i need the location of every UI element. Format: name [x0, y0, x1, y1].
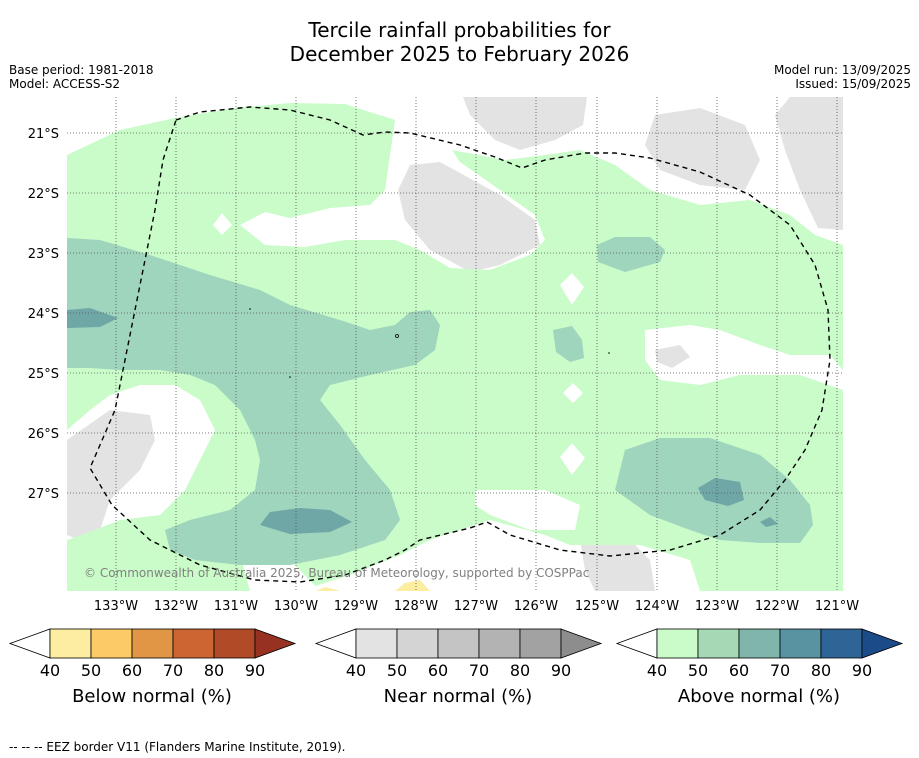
colorbar-segment: [437, 628, 480, 659]
graticule: [67, 97, 843, 591]
colorbar-segment: [738, 628, 781, 659]
colorbar-segment: [779, 628, 822, 659]
eez-border: [89, 106, 831, 583]
colorbar-extend-high: [560, 628, 603, 659]
colorbar-segment: [213, 628, 256, 659]
colorbar-tick-label: 40: [40, 661, 60, 680]
colorbar-extend-low: [615, 628, 658, 659]
lat-label: 27°S: [28, 487, 59, 502]
colorbar-label-near: Near normal (%): [383, 686, 533, 707]
colorbar-segment: [90, 628, 133, 659]
colorbar-label-above: Above normal (%): [677, 686, 841, 707]
colorbar-tick-label: 60: [122, 661, 142, 680]
map-area: [67, 97, 843, 591]
lat-label: 23°S: [28, 247, 59, 262]
base-period: Base period: 1981-2018: [9, 63, 154, 77]
lon-label: 126°W: [514, 599, 558, 614]
lon-label: 127°W: [454, 599, 498, 614]
lat-label: 22°S: [28, 187, 59, 202]
lon-label: 124°W: [635, 599, 679, 614]
colorbar-segment: [49, 628, 92, 659]
colorbar-segment: [697, 628, 740, 659]
colorbar-tick-label: 80: [510, 661, 530, 680]
model-run: Model run: 13/09/2025: [773, 63, 911, 77]
colorbar-segment: [656, 628, 699, 659]
copyright-text: © Commonwealth of Australia 2025, Bureau…: [84, 566, 589, 580]
below-normal-40-50: [316, 580, 430, 591]
colorbar-tick-label: 40: [647, 661, 667, 680]
map-title: Tercile rainfall probabilities for Decem…: [0, 18, 919, 66]
issued-date: Issued: 15/09/2025: [795, 77, 911, 91]
colorbar-segment: [131, 628, 174, 659]
lon-label: 133°W: [94, 599, 138, 614]
lat-label: 26°S: [28, 427, 59, 442]
colorbar-extend-low: [314, 628, 357, 659]
colorbar-tick-label: 90: [551, 661, 571, 680]
colorbar-segment: [355, 628, 398, 659]
colorbar-above-normal: 40 50 60 70 80 90: [615, 628, 904, 680]
colorbar-tick-label: 70: [770, 661, 790, 680]
colorbar-extend-high: [861, 628, 904, 659]
meta-left: Base period: 1981-2018 Model: ACCESS-S2: [9, 63, 154, 91]
colorbar-tick-label: 70: [163, 661, 183, 680]
colorbar-tick-label: 80: [811, 661, 831, 680]
lon-label: 123°W: [695, 599, 739, 614]
colorbar-extend-high: [254, 628, 297, 659]
colorbar-tick-label: 40: [346, 661, 366, 680]
colorbar-extend-low: [8, 628, 51, 659]
colorbar-segment: [172, 628, 215, 659]
colorbar-segment: [820, 628, 863, 659]
eez-footnote: -- -- -- EEZ border V11 (Flanders Marine…: [9, 740, 346, 754]
colorbar-below-normal: 40 50 60 70 80 90: [8, 628, 297, 680]
colorbar-segment: [519, 628, 562, 659]
colorbar-segment: [478, 628, 521, 659]
colorbar-tick-label: 60: [428, 661, 448, 680]
lon-label: 122°W: [755, 599, 799, 614]
lon-label: 132°W: [154, 599, 198, 614]
colorbar-tick-label: 70: [469, 661, 489, 680]
lon-label: 125°W: [575, 599, 619, 614]
colorbar-tick-label: 50: [688, 661, 708, 680]
colorbar-tick-label: 80: [204, 661, 224, 680]
colorbar-near-normal: 40 50 60 70 80 90: [314, 628, 603, 680]
title-line-1: Tercile rainfall probabilities for: [308, 18, 611, 42]
meta-right: Model run: 13/09/2025 Issued: 15/09/2025: [774, 63, 911, 91]
colorbar-tick-label: 60: [729, 661, 749, 680]
lat-label: 24°S: [28, 307, 59, 322]
lon-labels: 133°W 132°W 131°W 130°W 129°W 128°W 127°…: [94, 599, 859, 614]
lon-label: 131°W: [214, 599, 258, 614]
island-marks: [249, 308, 610, 378]
colorbar-tick-label: 90: [852, 661, 872, 680]
colorbar-tick-label: 90: [245, 661, 265, 680]
lat-label: 25°S: [28, 367, 59, 382]
title-line-2: December 2025 to February 2026: [289, 42, 630, 66]
colorbar-tick-label: 50: [387, 661, 407, 680]
lon-label: 128°W: [394, 599, 438, 614]
colorbar-label-below: Below normal (%): [72, 686, 232, 707]
colorbar-segment: [396, 628, 439, 659]
lon-label: 129°W: [334, 599, 378, 614]
lon-label: 130°W: [274, 599, 318, 614]
lon-label: 121°W: [815, 599, 859, 614]
lat-labels: 21°S 22°S 23°S 24°S 25°S 26°S 27°S: [28, 127, 59, 502]
colorbar-tick-label: 50: [81, 661, 101, 680]
lat-label: 21°S: [28, 127, 59, 142]
near-normal-inner: [655, 345, 690, 368]
model-name: Model: ACCESS-S2: [9, 77, 121, 91]
